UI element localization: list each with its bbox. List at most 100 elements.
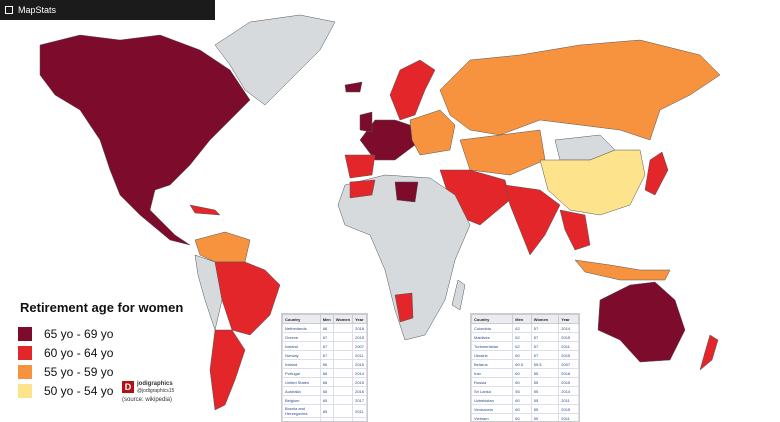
header-cell: Women	[531, 315, 559, 324]
cell: 55	[531, 378, 559, 387]
southeast-asia	[560, 210, 590, 250]
cell: United States	[283, 378, 321, 387]
cell: 65	[320, 405, 333, 418]
header-cell: Country	[283, 315, 321, 324]
indonesia	[575, 260, 670, 280]
cell	[333, 369, 352, 378]
header-cell: Country	[472, 315, 513, 324]
header-cell: Men	[513, 315, 531, 324]
cell: 55	[531, 387, 559, 396]
india	[505, 185, 560, 255]
legend-swatch	[18, 384, 32, 398]
cell: 55	[531, 396, 559, 405]
cell	[333, 360, 352, 369]
legend-swatch	[18, 327, 32, 341]
brazil	[215, 262, 280, 335]
cell: 66	[320, 378, 333, 387]
cell: 2014	[353, 369, 367, 378]
cell	[333, 396, 352, 405]
japan	[645, 152, 668, 195]
madagascar	[452, 280, 465, 310]
cell: Vietnam	[472, 414, 513, 422]
cell: Maldives	[472, 333, 513, 342]
legend-item: 60 yo - 64 yo	[18, 344, 183, 361]
cell: 2015	[559, 351, 579, 360]
cell	[333, 324, 352, 333]
header-cell: Year	[353, 315, 367, 324]
cell: Colombia	[472, 324, 513, 333]
cell	[333, 405, 352, 418]
legend-item: 55 yo - 59 yo	[18, 363, 183, 380]
cell: 60	[513, 414, 531, 422]
cell: 57	[531, 324, 559, 333]
cell: 57	[531, 342, 559, 351]
cell: 60	[513, 369, 531, 378]
cell: 2011	[353, 351, 367, 360]
cell: 2015	[353, 378, 367, 387]
app-title: MapStats	[18, 0, 56, 20]
cell	[333, 378, 352, 387]
uk-iceland	[345, 82, 372, 132]
caribbean	[190, 205, 220, 215]
cell: Netherlands	[283, 324, 321, 333]
cell: 55	[531, 414, 559, 422]
legend-title: Retirement age for women	[20, 300, 183, 315]
app-icon	[5, 6, 13, 14]
cell: 2015	[559, 333, 579, 342]
cell: 67	[320, 333, 333, 342]
south-america-north	[195, 232, 250, 262]
scandinavia	[390, 60, 435, 120]
cell: 2007	[353, 342, 367, 351]
legend-label: 65 yo - 69 yo	[44, 327, 113, 341]
central-asia	[460, 130, 545, 175]
cell: 2015	[559, 405, 579, 414]
cell: 57	[531, 351, 559, 360]
cell: 67	[320, 351, 333, 360]
cell	[333, 342, 352, 351]
logo: D	[122, 381, 134, 393]
russia	[440, 40, 720, 140]
cell: 57	[531, 333, 559, 342]
cell: Turkmenistan	[472, 342, 513, 351]
cell: 60.5	[513, 360, 531, 369]
cell: Belgium	[283, 396, 321, 405]
cell: 55	[531, 405, 559, 414]
legend-label: 50 yo - 54 yo	[44, 384, 113, 398]
cell: 2011	[559, 396, 579, 405]
cell: Greece	[283, 333, 321, 342]
cell: 62	[513, 333, 531, 342]
cell: 2007	[559, 360, 579, 369]
cell: 60	[513, 405, 531, 414]
cell: Norway	[283, 351, 321, 360]
cell: 65	[320, 387, 333, 396]
cell: Belarus	[472, 360, 513, 369]
cell: Russia	[472, 378, 513, 387]
cell: Ireland	[283, 360, 321, 369]
cell: Sri Lanka	[472, 387, 513, 396]
cell: Iran	[472, 369, 513, 378]
cell: 2015	[353, 333, 367, 342]
cell: 55	[513, 387, 531, 396]
credit-name: jodigraphics	[137, 381, 173, 387]
cell: 2018	[559, 369, 579, 378]
cell: Iceland	[283, 342, 321, 351]
header-cell: Year	[559, 315, 579, 324]
legend-item: 65 yo - 69 yo	[18, 325, 183, 342]
cell: Portugal	[283, 369, 321, 378]
cell: 62	[513, 324, 531, 333]
